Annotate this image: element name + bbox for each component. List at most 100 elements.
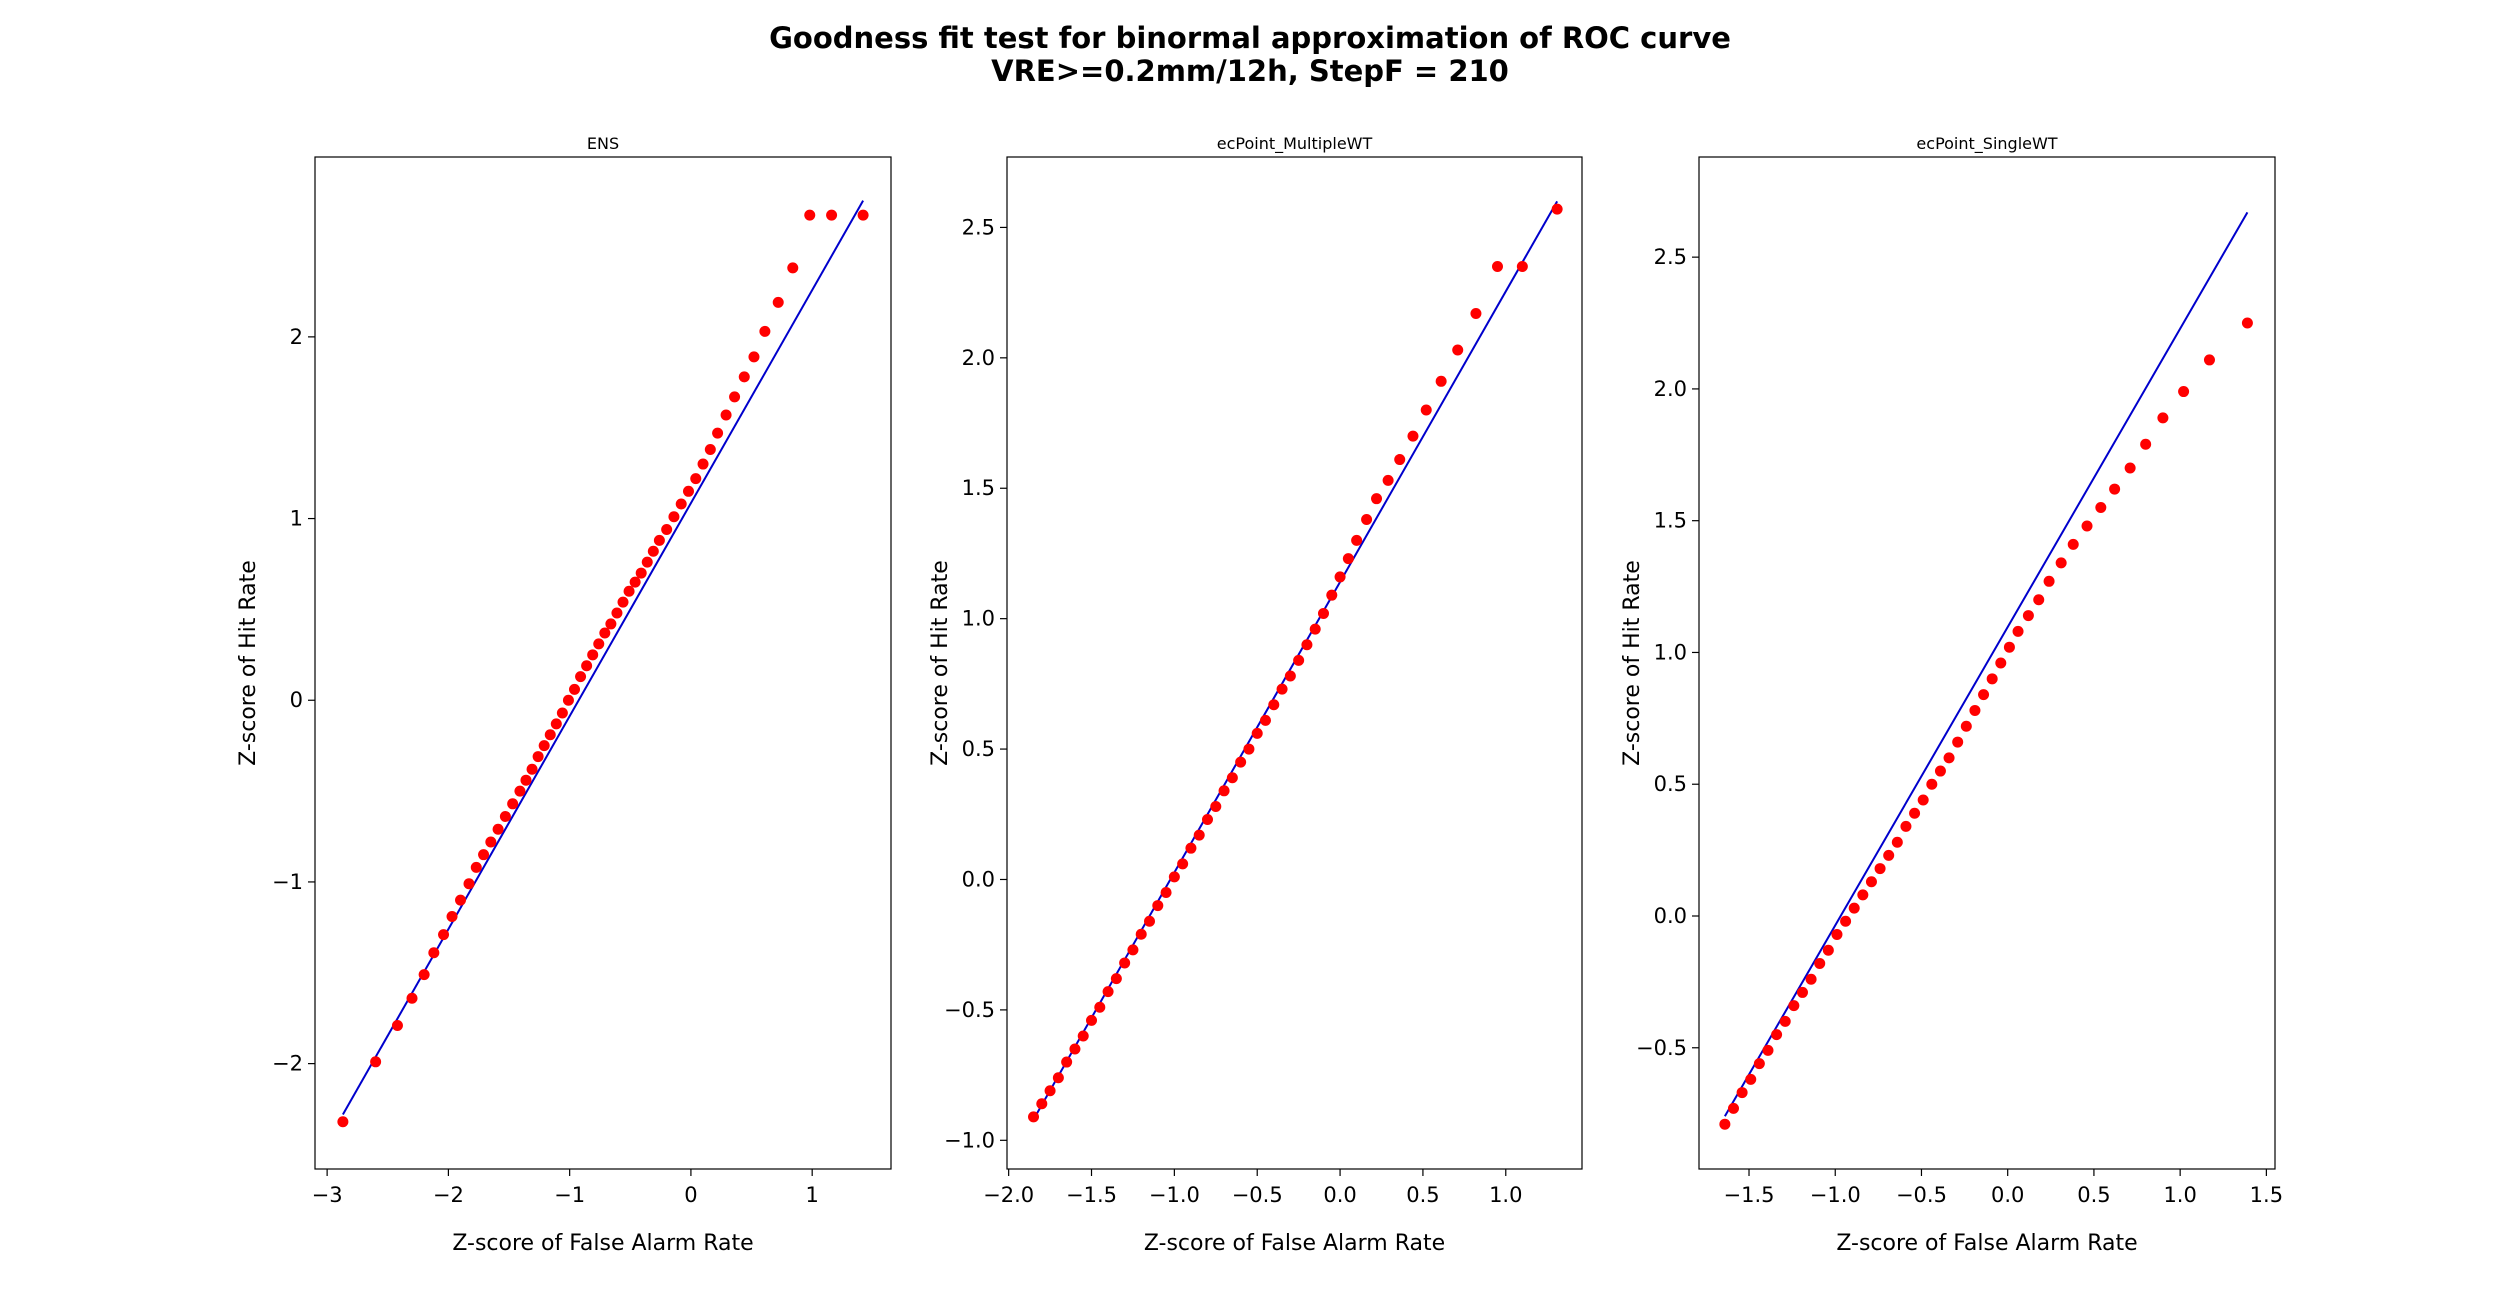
data-point xyxy=(623,585,635,597)
data-point xyxy=(605,618,617,630)
x-tick-label: −1.5 xyxy=(1066,1183,1117,1207)
data-point xyxy=(772,296,784,308)
data-point xyxy=(1900,820,1912,832)
data-point xyxy=(2081,520,2093,532)
data-point xyxy=(470,861,482,873)
y-tick-label: 0.0 xyxy=(1654,904,1687,928)
subplot-3: ecPoint_SingleWT −1.5 −1.0 −0.5 0.0 0.5 1.0 1.5… xyxy=(1620,134,2283,1256)
x-tick-label: −0.5 xyxy=(1896,1183,1947,1207)
data-point xyxy=(1251,727,1263,739)
data-point xyxy=(1202,813,1214,825)
data-point xyxy=(532,751,544,763)
data-point xyxy=(428,947,440,959)
data-point xyxy=(1796,986,1808,998)
subplot-title: ecPoint_MultipleWT xyxy=(1217,134,1373,154)
data-point xyxy=(675,498,687,510)
data-point xyxy=(599,627,611,639)
data-point xyxy=(641,556,653,568)
data-point xyxy=(507,798,519,810)
data-point xyxy=(463,878,475,890)
data-point xyxy=(826,209,838,221)
data-point xyxy=(704,444,716,456)
data-point xyxy=(2241,317,2253,329)
y-tick-label: 0 xyxy=(290,688,303,712)
data-point xyxy=(635,567,647,579)
data-point xyxy=(748,351,760,363)
figure-title-line1: Goodness fit test for binormal approxima… xyxy=(769,21,1731,55)
fit-line xyxy=(342,200,864,1115)
data-point xyxy=(485,836,497,848)
y-tick-label: 1.0 xyxy=(962,607,995,631)
y-tick-label: −1.0 xyxy=(944,1128,995,1152)
data-point xyxy=(1814,957,1826,969)
y-tick-label: 0.0 xyxy=(962,867,995,891)
data-point xyxy=(1061,1056,1073,1068)
x-tick-label: 0.0 xyxy=(1991,1183,2024,1207)
x-tick-label: −1.0 xyxy=(1810,1183,1861,1207)
data-point xyxy=(617,596,629,608)
data-point xyxy=(1317,607,1329,619)
x-tick-label: 1.5 xyxy=(2250,1183,2283,1207)
data-point xyxy=(1334,571,1346,583)
x-tick-label: −3 xyxy=(312,1183,343,1207)
data-point xyxy=(1909,807,1921,819)
data-point xyxy=(1036,1098,1048,1110)
data-point xyxy=(1351,534,1363,546)
y-tick-label: 1.5 xyxy=(962,476,995,500)
y-tick-label: −0.5 xyxy=(1636,1036,1687,1060)
data-point xyxy=(1736,1087,1748,1099)
y-axis-label: Z-score of Hit Rate xyxy=(1620,560,1645,766)
data-point xyxy=(593,638,605,650)
data-point xyxy=(1934,765,1946,777)
data-point xyxy=(1094,1001,1106,1013)
data-point xyxy=(550,718,562,730)
y-tick-label: 1.0 xyxy=(1654,640,1687,664)
data-point xyxy=(804,209,816,221)
data-point xyxy=(1177,858,1189,870)
data-point xyxy=(1382,474,1394,486)
data-point xyxy=(1435,375,1447,387)
x-axis-label: Z-score of False Alarm Rate xyxy=(1144,1231,1445,1256)
data-points xyxy=(1719,317,2253,1130)
data-point xyxy=(1960,720,1972,732)
data-point xyxy=(629,576,641,588)
data-point xyxy=(1119,957,1131,969)
y-tick-label: 0.5 xyxy=(1654,772,1687,796)
data-point xyxy=(1917,794,1929,806)
data-point xyxy=(2067,538,2079,550)
x-tick-label: 0.0 xyxy=(1323,1183,1356,1207)
data-point xyxy=(1857,889,1869,901)
data-point xyxy=(1052,1072,1064,1084)
data-point xyxy=(1210,800,1222,812)
data-point xyxy=(406,992,418,1004)
subplot-title: ecPoint_SingleWT xyxy=(1916,134,2057,154)
data-point xyxy=(653,534,665,546)
data-points xyxy=(337,209,869,1128)
data-point xyxy=(1891,836,1903,848)
data-point xyxy=(712,427,724,439)
data-point xyxy=(1407,430,1419,442)
data-point xyxy=(1394,454,1406,466)
y-tick-label: 1.5 xyxy=(1654,509,1687,533)
data-point xyxy=(1848,902,1860,914)
data-point xyxy=(1926,778,1938,790)
x-tick-label: −1.0 xyxy=(1149,1183,1200,1207)
data-point xyxy=(1771,1029,1783,1041)
data-point xyxy=(1102,986,1114,998)
x-tick-label: 0 xyxy=(684,1183,697,1207)
subplot-1: ENS −3 −2 −1 0 1 −2 −1 0 1 2 Z-score of False Alarm… xyxy=(236,134,892,1256)
data-point xyxy=(544,729,556,741)
x-tick-label: 1 xyxy=(805,1183,818,1207)
y-tick-label: 0.5 xyxy=(962,737,995,761)
data-point xyxy=(2043,575,2055,587)
y-tick-label: 2.5 xyxy=(962,215,995,239)
data-point xyxy=(1952,736,1964,748)
data-point xyxy=(1276,683,1288,695)
data-point xyxy=(668,511,680,523)
y-tick-label: 1 xyxy=(290,507,303,531)
y-tick-label: −1 xyxy=(272,870,303,894)
data-point xyxy=(1028,1111,1040,1123)
data-point xyxy=(478,849,490,861)
data-point xyxy=(1144,915,1156,927)
